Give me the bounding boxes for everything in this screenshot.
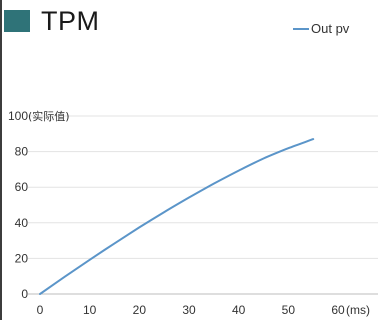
y-tick-label-0: 0	[21, 287, 28, 301]
y-tick-label-60: 60	[15, 180, 29, 194]
x-tick-label-50: 50	[282, 303, 296, 317]
y-axis-label: (实际值)	[28, 109, 70, 123]
y-tick-label-100: 100	[8, 109, 28, 123]
x-tick-label-40: 40	[232, 303, 246, 317]
grid-layer	[28, 115, 378, 259]
title-accent-block	[4, 10, 30, 32]
x-tick-label-0: 0	[37, 303, 44, 317]
chart-title: TPM	[41, 6, 100, 36]
legend-label: Out pv	[311, 21, 350, 36]
x-tick-label-30: 30	[182, 303, 196, 317]
series-line-0	[39, 138, 315, 295]
x-tick-label-60: 60	[331, 303, 345, 317]
y-tick-label-80: 80	[15, 145, 29, 159]
legend: Out pv	[293, 21, 349, 36]
y-tick-label-40: 40	[15, 216, 29, 230]
x-tick-label-20: 20	[133, 303, 147, 317]
series-layer	[39, 138, 315, 295]
x-tick-label-10: 10	[83, 303, 97, 317]
legend-swatch	[293, 27, 309, 30]
x-axis-label: (ms)	[346, 303, 370, 317]
left-border	[0, 0, 2, 320]
y-tick-label-20: 20	[15, 251, 29, 265]
